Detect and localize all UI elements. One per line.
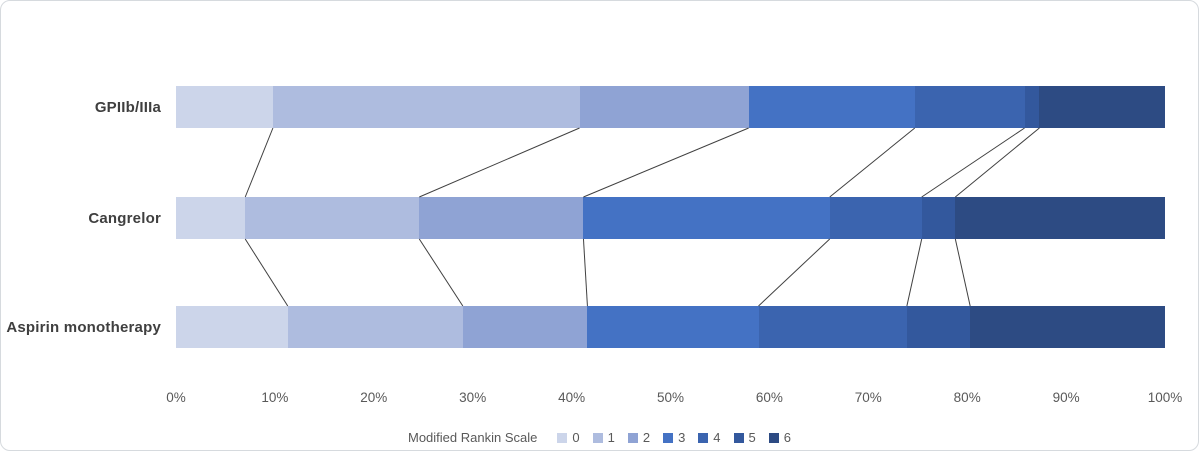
legend-item-label: 4 <box>713 430 721 445</box>
legend-item-mrs-5: 5 <box>733 430 756 445</box>
stacked-bar-chart: GPIIb/IIIa Cangrelor Aspirin monotherapy 0… <box>1 1 1198 450</box>
bar-segment-mrs-4 <box>914 86 1025 128</box>
connector-line <box>906 238 923 307</box>
x-tick-label: 0% <box>166 390 186 405</box>
legend: Modified Rankin Scale 0 1 2 3 4 5 6 <box>1 430 1198 445</box>
connector-line <box>954 238 971 307</box>
bar-segment-mrs-5 <box>906 306 971 348</box>
bar-segment-mrs-3 <box>587 306 759 348</box>
legend-item-label: 1 <box>607 430 615 445</box>
connector-line <box>829 127 916 198</box>
legend-swatch-icon <box>698 432 709 443</box>
legend-swatch-icon <box>557 432 568 443</box>
bar-segment-mrs-2 <box>462 306 588 348</box>
x-tick-label: 80% <box>953 390 981 405</box>
legend-swatch-icon <box>768 432 779 443</box>
legend-items: 0 1 2 3 4 5 6 <box>557 430 791 445</box>
legend-item-label: 3 <box>678 430 686 445</box>
legend-item-label: 0 <box>572 430 580 445</box>
x-tick-label: 50% <box>656 390 685 405</box>
legend-item-mrs-3: 3 <box>663 430 685 445</box>
bar-segment-mrs-1 <box>245 197 420 239</box>
connector-line <box>921 127 1025 198</box>
x-tick-label: 70% <box>854 390 882 405</box>
legend-item-mrs-4: 4 <box>698 430 721 445</box>
legend-item-mrs-6: 6 <box>768 430 791 445</box>
legend-swatch-icon <box>592 432 603 443</box>
connector-line <box>419 127 580 198</box>
legend-swatch-icon <box>663 432 674 443</box>
bar-segment-mrs-1 <box>287 306 463 348</box>
x-tick-label: 90% <box>1052 390 1080 405</box>
bar-row <box>176 197 1165 239</box>
x-tick-label: 10% <box>261 390 289 405</box>
bar-segment-mrs-2 <box>579 86 749 128</box>
bar-row <box>176 306 1165 348</box>
category-label: Aspirin monotherapy <box>6 318 161 336</box>
bar-segment-mrs-5 <box>921 197 956 239</box>
bar-segment-mrs-1 <box>272 86 580 128</box>
category-label: GPIIb/IIIa <box>94 98 161 116</box>
connector-line <box>758 238 831 307</box>
legend-item-mrs-2: 2 <box>627 430 651 445</box>
connector-line <box>955 127 1040 198</box>
connector-line <box>244 238 289 307</box>
connector-line <box>583 127 749 198</box>
bar-segment-mrs-0 <box>176 197 246 239</box>
bar-segment-mrs-0 <box>176 306 288 348</box>
x-tick-label: 100% <box>1147 390 1183 405</box>
x-tick-label: 20% <box>360 390 388 405</box>
bar-row <box>176 86 1165 128</box>
bar-segment-mrs-4 <box>758 306 907 348</box>
x-tick-label: 60% <box>755 390 783 405</box>
connector-line <box>244 127 274 198</box>
x-tick-label: 30% <box>459 390 487 405</box>
legend-item-label: 6 <box>783 430 791 445</box>
legend-item-mrs-0: 0 <box>557 430 580 445</box>
bar-segment-mrs-2 <box>419 197 584 239</box>
legend-title: Modified Rankin Scale <box>408 430 538 445</box>
legend-item-mrs-1: 1 <box>592 430 615 445</box>
bar-segment-mrs-5 <box>1024 86 1040 128</box>
x-tick-label: 40% <box>558 390 586 405</box>
bar-segment-mrs-3 <box>748 86 915 128</box>
bar-segment-mrs-3 <box>583 197 830 239</box>
legend-item-label: 5 <box>748 430 756 445</box>
category-label: Cangrelor <box>88 209 161 227</box>
bar-segment-mrs-6 <box>970 306 1165 348</box>
connector-line <box>582 238 588 307</box>
bar-segment-mrs-6 <box>1039 86 1165 128</box>
legend-item-label: 2 <box>642 430 651 445</box>
legend-swatch-icon <box>627 432 638 443</box>
bar-segment-mrs-0 <box>176 86 273 128</box>
legend-swatch-icon <box>733 432 744 443</box>
bar-segment-mrs-6 <box>955 197 1165 239</box>
bar-segment-mrs-4 <box>829 197 922 239</box>
connector-line <box>418 238 464 307</box>
